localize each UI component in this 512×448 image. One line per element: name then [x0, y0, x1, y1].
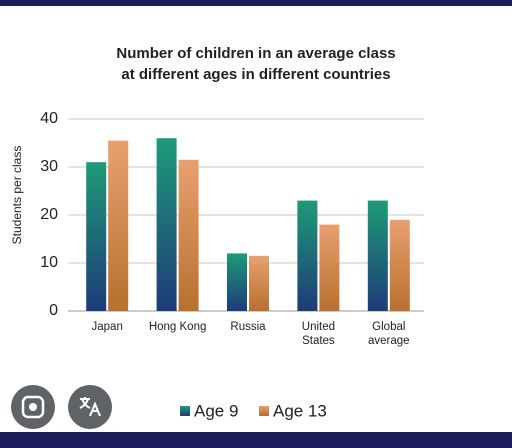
y-tick-label: 0: [49, 302, 58, 319]
x-tick-label: United States: [301, 321, 336, 347]
x-tick-label: Global average: [368, 321, 410, 347]
y-tick-label: 20: [40, 206, 58, 223]
legend-swatch: [180, 406, 190, 416]
x-tick-label: Japan: [91, 321, 123, 333]
bar: [227, 253, 247, 311]
bar: [156, 138, 177, 311]
bar: [178, 159, 199, 311]
y-tick-label: 30: [40, 158, 58, 175]
chart-title: Number of children in an average class: [116, 45, 395, 62]
bar: [108, 140, 129, 311]
bar: [389, 219, 410, 311]
legend-label: Age 9: [194, 401, 238, 420]
chart-title: at different ages in different countries: [121, 66, 390, 83]
bar: [86, 162, 107, 311]
lens-icon-dot: [29, 403, 37, 411]
bottom-frame: [0, 432, 512, 448]
bar: [297, 200, 318, 311]
lens-icon: [21, 395, 45, 419]
y-tick-label: 40: [40, 110, 58, 127]
legend-swatch: [259, 406, 269, 416]
top-frame: [0, 0, 512, 6]
y-tick-label: 10: [40, 254, 58, 271]
legend-label: Age 13: [273, 401, 327, 420]
x-tick-label: Hong Kong: [148, 321, 207, 333]
x-tick-label: Russia: [230, 321, 266, 333]
y-axis-label: Students per class: [10, 146, 24, 245]
bar: [367, 200, 388, 311]
translate-icon: [79, 397, 101, 417]
bar: [319, 224, 340, 311]
bar: [249, 255, 269, 311]
